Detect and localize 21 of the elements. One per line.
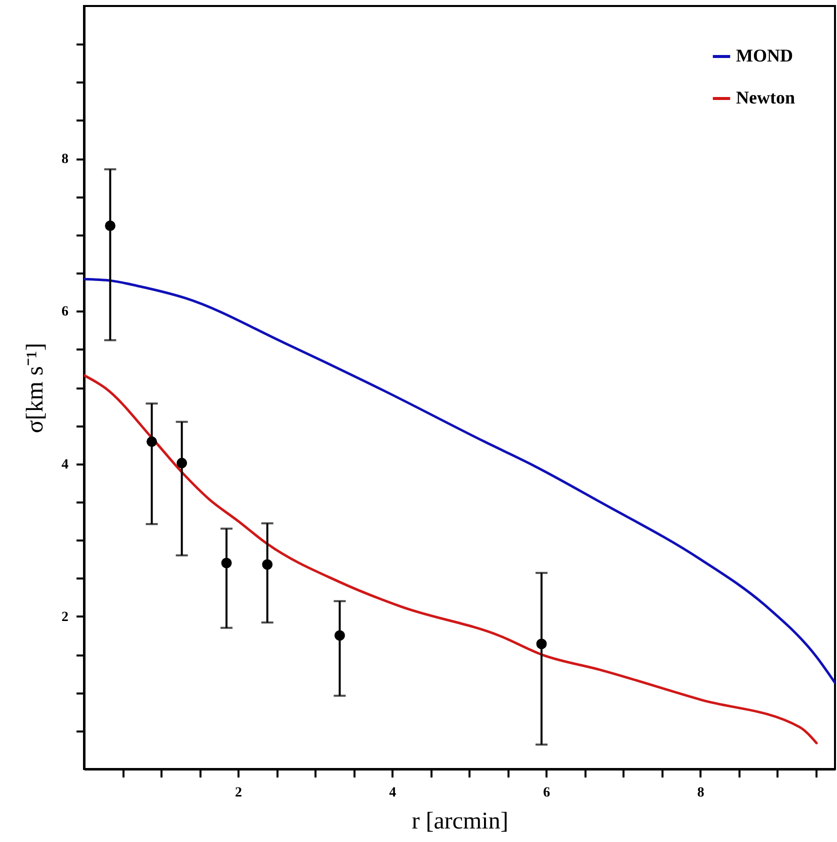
x-axis-title: r [arcmin] <box>412 808 508 834</box>
x-tick-label: 8 <box>697 786 704 800</box>
point <box>176 458 188 468</box>
point <box>146 436 158 447</box>
y-tick-label: 2 <box>62 610 68 625</box>
point <box>104 220 116 231</box>
line-series <box>84 374 818 744</box>
x-tick-label: 6 <box>543 786 550 800</box>
point <box>262 559 273 570</box>
line-series <box>84 278 835 684</box>
x-tick-label: 2 <box>235 786 242 800</box>
y-tick-label: 8 <box>62 152 68 168</box>
y-axis-title: σ[km s⁻¹] <box>22 342 48 434</box>
legend-label: Newton <box>736 88 795 108</box>
x-tick-label: 4 <box>389 786 396 800</box>
legend-label: MOND <box>736 46 793 66</box>
point <box>334 630 345 641</box>
y-tick-label: 4 <box>62 457 68 472</box>
point <box>221 558 232 568</box>
y-tick-label: 6 <box>62 304 68 320</box>
point <box>536 638 547 650</box>
